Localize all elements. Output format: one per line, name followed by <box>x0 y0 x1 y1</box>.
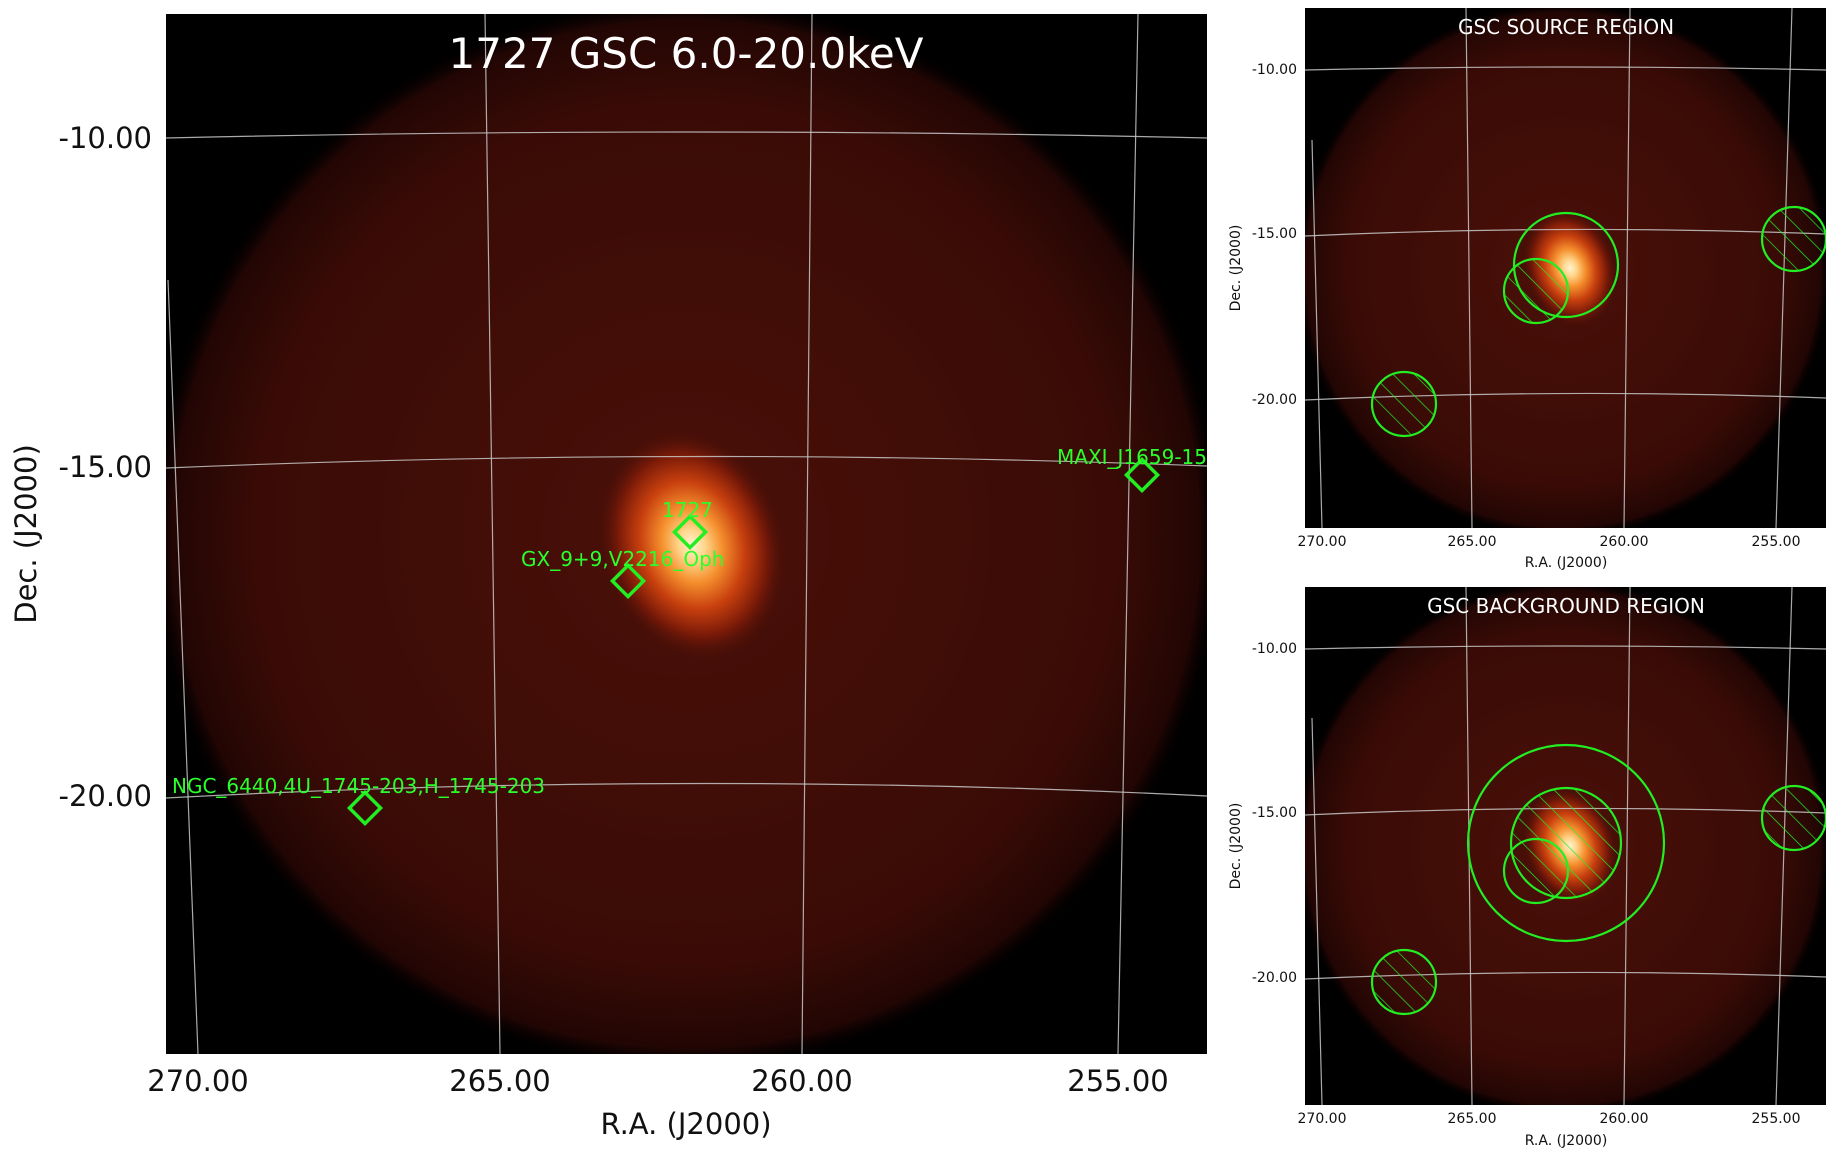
source-y-tick-label: -20.00 <box>1252 392 1297 408</box>
background-exclusion-gx99[interactable] <box>1502 837 1570 905</box>
background-x-tick-label: 260.00 <box>1600 1111 1649 1127</box>
source-grid-ra-260 <box>1623 8 1631 528</box>
background-y-tick-label: -10.00 <box>1252 641 1297 657</box>
source-x-tick-label: 255.00 <box>1752 534 1801 550</box>
source-marker-1727[interactable] <box>671 513 709 551</box>
source-x-axis-label: R.A. (J2000) <box>1525 555 1608 571</box>
main-x-tick-label: 270.00 <box>147 1064 248 1098</box>
main-grid-dec-15 <box>166 455 1207 469</box>
source-x-tick-label: 260.00 <box>1600 534 1649 550</box>
source-y-tick-label: -10.00 <box>1252 62 1297 78</box>
background-x-tick-label: 270.00 <box>1298 1111 1347 1127</box>
background-x-axis-label: R.A. (J2000) <box>1525 1133 1608 1149</box>
background-grid-dec-10 <box>1305 645 1826 650</box>
background-exclusion-maxi[interactable] <box>1760 784 1826 852</box>
background-region-panel: GSC BACKGROUND REGION -10.00 -15.00 -20.… <box>1228 587 1826 1149</box>
source-label-1727: 1727 <box>662 498 713 522</box>
background-grid-ra-270 <box>1311 717 1323 1105</box>
background-x-tick-label: 265.00 <box>1448 1111 1497 1127</box>
source-panel-title: GSC SOURCE REGION <box>1458 15 1674 39</box>
main-panel: MAXI_J1659-152 1727 GX_9+9,V2216_Oph NGC… <box>9 14 1220 1141</box>
source-label-ngc6440: NGC_6440,4U_1745-203,H_1745-203 <box>172 774 545 798</box>
background-y-axis-label: Dec. (J2000) <box>1228 803 1244 890</box>
source-region-panel: GSC SOURCE REGION -10.00 -15.00 -20.00 2… <box>1228 8 1826 571</box>
background-y-tick-label: -15.00 <box>1252 805 1297 821</box>
main-grid-ra-265 <box>484 14 501 1054</box>
source-grid-dec-10 <box>1305 66 1826 71</box>
source-x-tick-label: 270.00 <box>1298 534 1347 550</box>
background-panel-title: GSC BACKGROUND REGION <box>1427 594 1705 618</box>
exclusion-region-gx99[interactable] <box>1502 257 1570 325</box>
source-grid-dec-15 <box>1305 228 1826 237</box>
exclusion-region-maxi[interactable] <box>1760 205 1826 273</box>
main-title: 1727 GSC 6.0-20.0keV <box>449 29 924 78</box>
main-grid-dec-20 <box>166 782 1207 799</box>
main-grid-ra-270 <box>167 279 199 1054</box>
main-x-axis-label: R.A. (J2000) <box>600 1107 771 1141</box>
source-grid-ra-265 <box>1465 8 1473 528</box>
main-x-tick-label: 265.00 <box>449 1064 550 1098</box>
main-grid-dec-10 <box>166 131 1207 139</box>
source-region-circle[interactable] <box>1512 211 1620 319</box>
background-annulus-outer[interactable] <box>1466 743 1666 943</box>
exclusion-region-ngc6440[interactable] <box>1370 370 1438 438</box>
source-label-maxi: MAXI_J1659-152 <box>1057 445 1220 469</box>
source-marker-maxi[interactable] <box>1123 456 1161 494</box>
source-grid-ra-270 <box>1311 139 1323 528</box>
main-x-tick-label: 255.00 <box>1067 1064 1168 1098</box>
background-exclusion-source[interactable] <box>1509 786 1623 900</box>
background-x-tick-label: 255.00 <box>1752 1111 1801 1127</box>
main-y-tick-label: -10.00 <box>59 121 153 155</box>
background-exclusion-ngc6440[interactable] <box>1370 948 1438 1016</box>
main-y-axis-label: Dec. (J2000) <box>9 444 43 624</box>
source-x-tick-label: 265.00 <box>1448 534 1497 550</box>
source-y-axis-label: Dec. (J2000) <box>1228 225 1244 312</box>
background-grid-ra-260 <box>1623 587 1631 1105</box>
source-y-tick-label: -15.00 <box>1252 226 1297 242</box>
main-grid-ra-260 <box>801 14 813 1054</box>
background-y-tick-label: -20.00 <box>1252 970 1297 986</box>
source-marker-gx99[interactable] <box>609 562 647 600</box>
main-x-tick-label: 260.00 <box>751 1064 852 1098</box>
main-grid-ra-255 <box>1117 14 1139 1054</box>
main-y-tick-label: -15.00 <box>59 450 153 484</box>
main-y-tick-label: -20.00 <box>59 779 153 813</box>
source-label-gx99: GX_9+9,V2216_Oph <box>521 547 724 571</box>
source-marker-ngc6440[interactable] <box>346 789 384 827</box>
